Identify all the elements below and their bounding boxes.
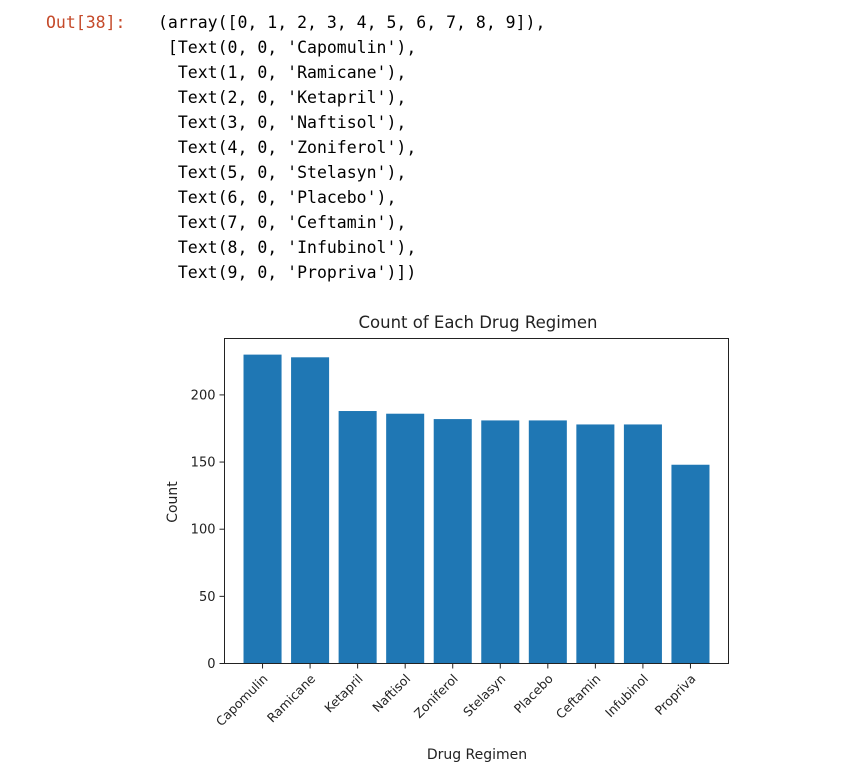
output-line: Text(6, 0, 'Placebo'), <box>158 188 397 207</box>
y-axis: 0 50 100 150 200 <box>191 388 225 672</box>
output-line: Text(1, 0, 'Ramicane'), <box>158 63 407 82</box>
bars-group <box>243 354 710 664</box>
x-tick-label: Infubinol <box>602 671 651 720</box>
output-line: [Text(0, 0, 'Capomulin'), <box>158 38 417 57</box>
x-axis-label: Drug Regimen <box>427 747 527 763</box>
x-tick-label: Ramicane <box>264 671 319 726</box>
y-tick-label: 0 <box>207 657 215 672</box>
y-axis-label: Count <box>165 481 181 523</box>
output-line: Text(9, 0, 'Propriva')]) <box>158 263 417 282</box>
bar-placebo <box>528 420 567 664</box>
bar-ramicane <box>291 357 330 664</box>
bar-infubinol <box>623 424 662 664</box>
x-tick-label: Ceftamin <box>553 671 604 722</box>
x-tick-label: Capomulin <box>213 671 271 729</box>
output-line: Text(3, 0, 'Naftisol'), <box>158 113 407 132</box>
plot-frame <box>224 338 729 664</box>
x-tick-label: Propriva <box>652 671 699 718</box>
output-line: Text(4, 0, 'Zoniferol'), <box>158 138 417 157</box>
bar-ceftamin <box>576 424 615 664</box>
bar-capomulin <box>243 354 282 664</box>
x-tick-label: Placebo <box>511 671 556 716</box>
x-tick-label: Ketapril <box>321 671 365 715</box>
x-tick-label: Stelasyn <box>460 671 508 719</box>
output-line: (array([0, 1, 2, 3, 4, 5, 6, 7, 8, 9]), <box>158 13 546 32</box>
output-line: Text(2, 0, 'Ketapril'), <box>158 88 407 107</box>
y-tick-label: 150 <box>191 456 216 471</box>
bar-ketapril <box>338 411 377 664</box>
y-tick-label: 50 <box>199 590 216 605</box>
x-tick-label: Naftisol <box>369 671 413 715</box>
x-tick-label: Zoniferol <box>411 671 461 721</box>
bar-stelasyn <box>481 420 520 664</box>
output-text: (array([0, 1, 2, 3, 4, 5, 6, 7, 8, 9]), … <box>158 10 545 285</box>
output-line: Text(5, 0, 'Stelasyn'), <box>158 163 407 182</box>
bar-naftisol <box>386 413 425 664</box>
chart-title: Count of Each Drug Regimen <box>359 313 598 332</box>
output-line: Text(7, 0, 'Ceftamin'), <box>158 213 407 232</box>
output-line: Text(8, 0, 'Infubinol'), <box>158 238 417 257</box>
y-tick-label: 200 <box>191 388 216 403</box>
y-tick-label: 100 <box>191 523 216 538</box>
bar-propriva <box>671 464 710 664</box>
output-prompt: Out[38]: <box>46 13 126 32</box>
bar-zoniferol <box>433 419 472 664</box>
